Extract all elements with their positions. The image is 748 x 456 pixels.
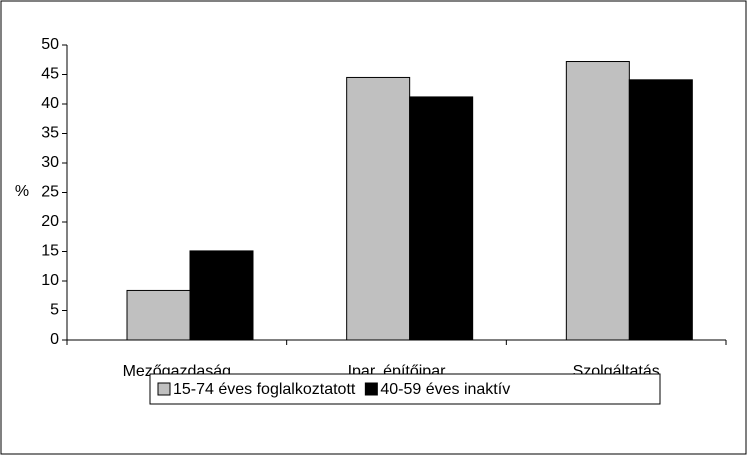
legend-box — [149, 373, 661, 405]
legend-swatch — [364, 382, 378, 396]
y-tick-label: 50 — [41, 36, 59, 53]
y-tick-label: 5 — [50, 302, 59, 319]
legend-label: 40-59 éves inaktív — [380, 381, 510, 398]
bar — [346, 76, 411, 341]
y-axis-label: % — [15, 183, 29, 200]
legend-label: 15-74 éves foglalkoztatott — [173, 381, 356, 398]
bar — [126, 289, 191, 341]
legend-swatch — [157, 382, 171, 396]
y-tick-label: 25 — [41, 184, 59, 201]
y-tick-label: 45 — [41, 66, 59, 83]
y-tick-label: 20 — [41, 213, 59, 230]
bar — [565, 61, 630, 341]
y-tick-label: 35 — [41, 125, 59, 142]
y-tick-label: 15 — [41, 243, 59, 260]
bar — [628, 79, 693, 341]
bar — [189, 250, 254, 341]
y-tick-label: 10 — [41, 272, 59, 289]
bar — [409, 96, 474, 341]
y-tick-label: 40 — [41, 95, 59, 112]
y-tick-label: 0 — [50, 331, 59, 348]
y-tick-label: 30 — [41, 154, 59, 171]
